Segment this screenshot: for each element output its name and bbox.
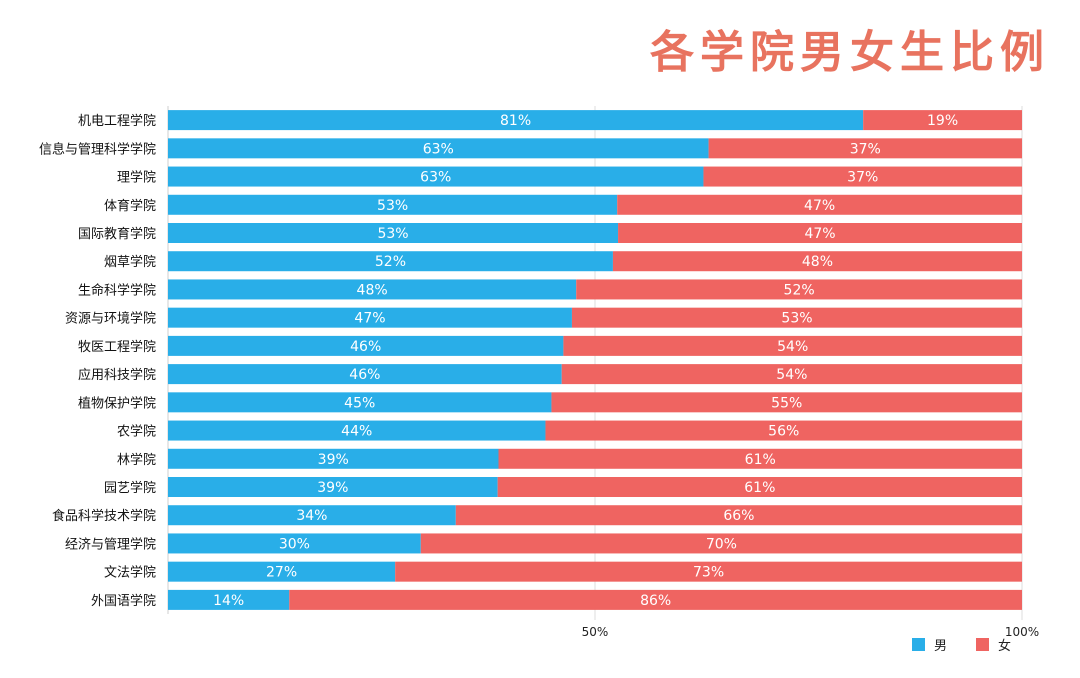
bar-segment-male [168,223,619,243]
data-label: 46% [349,367,380,383]
bar-segment-female [545,420,1022,441]
bar-segment-female [708,138,1022,159]
bar-segment-male [168,279,577,300]
data-label: 48% [357,282,388,298]
category-label: 文法学院 [104,565,156,581]
data-label: 46% [350,339,381,355]
bar-segment-female [576,279,1022,300]
bar-segment-male [168,335,564,356]
data-label: 53% [377,226,408,242]
bar-segment-male [168,448,499,469]
data-label: 54% [777,339,808,355]
data-label: 63% [420,170,451,186]
data-label: 47% [354,311,385,327]
bar-segment-female [863,110,1022,131]
data-label: 53% [781,311,812,327]
bar-segment-male [168,110,864,131]
bar-segment-female [551,392,1022,413]
bar-segment-male [168,477,498,497]
bar-segment-male [168,589,290,610]
data-label: 55% [771,395,802,411]
legend-swatch [912,638,925,651]
bar-segment-male [168,194,618,215]
category-label: 资源与环境学院 [65,311,156,327]
chart-title: 各学院男女生比例 [650,27,1050,78]
bar-segment-female [617,194,1022,215]
category-label: 国际教育学院 [78,226,156,242]
data-label: 48% [802,254,833,270]
data-label: 63% [423,141,454,157]
category-label: 园艺学院 [104,480,156,496]
bar-segment-male [168,364,562,385]
data-label: 73% [693,565,724,581]
bar-segment-female [455,505,1023,526]
data-label: 34% [296,508,327,524]
data-label: 39% [318,452,349,468]
x-tick-label: 100% [1005,625,1039,639]
category-label: 应用科技学院 [78,367,156,383]
data-label: 47% [804,198,835,214]
data-label: 81% [500,113,531,129]
legend-label: 女 [998,638,1011,654]
bar-segment-male [168,505,456,526]
data-label: 19% [927,113,958,129]
category-label: 生命科学学院 [78,282,156,298]
x-tick-label: 50% [582,625,609,639]
legend-label: 男 [934,639,947,654]
bar-segment-male [168,307,572,328]
bar-segment-female [703,166,1022,187]
bar-segment-female [395,561,1022,582]
category-label: 植物保护学院 [78,395,156,411]
data-label: 52% [784,282,815,298]
data-label: 86% [640,593,671,609]
bar-segment-male [168,166,704,187]
data-label: 37% [847,170,878,186]
category-label: 经济与管理学院 [65,536,156,552]
bar-segment-male [168,533,421,554]
data-label: 45% [344,395,375,411]
bar-segment-male [168,561,396,582]
data-label: 27% [266,565,297,581]
bar-segment-female [612,251,1022,272]
data-label: 70% [706,536,737,552]
data-label: 61% [744,480,775,496]
bar-segment-male [168,392,552,413]
category-label: 烟草学院 [104,254,156,270]
bar-segment-female [561,364,1022,385]
category-label: 农学院 [117,424,156,440]
bar-segment-female [571,307,1022,328]
data-label: 66% [723,508,754,524]
category-label: 理学院 [117,170,156,186]
data-label: 44% [341,424,372,440]
legend-swatch [976,638,989,651]
category-label: 体育学院 [104,198,156,214]
data-label: 39% [317,480,348,496]
data-label: 30% [279,536,310,552]
data-label: 37% [850,141,881,157]
category-label: 机电工程学院 [78,113,156,129]
data-label: 54% [776,367,807,383]
data-label: 53% [377,198,408,214]
data-label: 52% [375,254,406,270]
bar-segment-male [168,138,709,159]
data-label: 56% [768,424,799,440]
bar-segment-female [420,533,1022,554]
bar-segment-female [497,477,1022,497]
bar-segment-female [289,589,1022,610]
data-label: 47% [804,226,835,242]
bar-segment-female [618,223,1022,243]
category-label: 信息与管理科学学院 [39,141,156,157]
data-label: 61% [745,452,776,468]
data-label: 14% [213,593,244,609]
category-label: 林学院 [117,452,156,468]
bar-segment-male [168,420,546,441]
bar-segment-male [168,251,613,272]
category-label: 外国语学院 [91,593,156,609]
category-label: 食品科学技术学院 [52,508,156,524]
bar-segment-female [563,335,1022,356]
category-label: 牧医工程学院 [78,339,156,355]
bar-segment-female [498,448,1022,469]
